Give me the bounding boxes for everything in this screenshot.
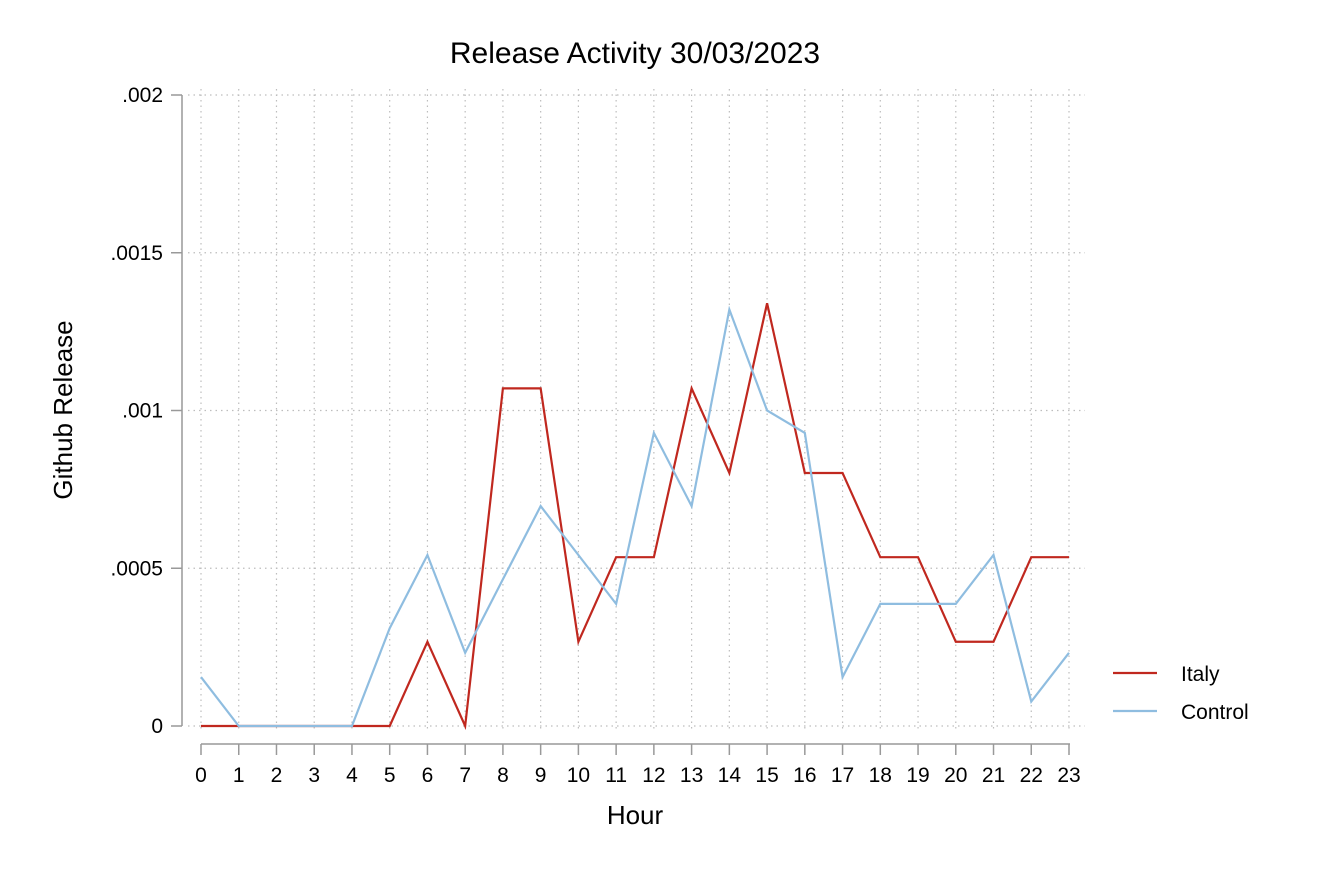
x-tick-label: 13 [680,764,703,787]
x-tick-label: 4 [346,764,358,787]
x-tick-label: 17 [831,764,854,787]
x-tick-label: 11 [605,764,627,787]
y-tick-label: .002 [122,84,163,107]
x-tick-label: 12 [642,764,665,787]
x-tick-label: 2 [271,764,283,787]
series-line-control [200,305,1070,728]
grid-lines [188,89,1085,732]
x-tick-label: 21 [982,764,1005,787]
x-tick-label: 20 [944,764,967,787]
y-tick-label: .0015 [110,242,163,265]
y-tick-label: .001 [122,400,163,423]
x-axis-ticks: 0 1 2 3 4 5 6 7 8 9 10 11 12 13 14 15 16 17 18 19 20 21 22 23 [195,744,1081,787]
x-tick-label: 3 [308,764,320,787]
x-tick-label: 14 [718,764,742,787]
x-tick-label: 16 [793,764,816,787]
x-tick-label: 10 [567,764,590,787]
x-axis-title: Hour [607,800,664,830]
x-tick-label: 0 [195,764,207,787]
x-tick-label: 19 [906,764,929,787]
x-tick-label: 8 [497,764,509,787]
x-tick-label: 5 [384,764,396,787]
x-tick-label: 7 [459,764,471,787]
x-tick-label: 23 [1057,764,1080,787]
chart-title: Release Activity 30/03/2023 [450,37,820,70]
y-tick-label: .0005 [110,557,163,580]
x-tick-label: 9 [535,764,547,787]
y-axis-ticks: 0 .0005 .001 .0015 .002 [110,84,182,738]
x-tick-label: 6 [422,764,434,787]
series-lines [200,302,1070,731]
legend: Italy Control [1113,663,1249,724]
x-tick-label: 18 [869,764,892,787]
x-tick-label: 15 [755,764,778,787]
x-tick-label: 22 [1020,764,1043,787]
legend-label-control: Control [1181,701,1249,724]
y-tick-label: 0 [151,715,163,738]
legend-label-italy: Italy [1181,663,1220,686]
y-axis-title: Github Release [48,320,78,499]
x-tick-label: 1 [233,764,245,787]
